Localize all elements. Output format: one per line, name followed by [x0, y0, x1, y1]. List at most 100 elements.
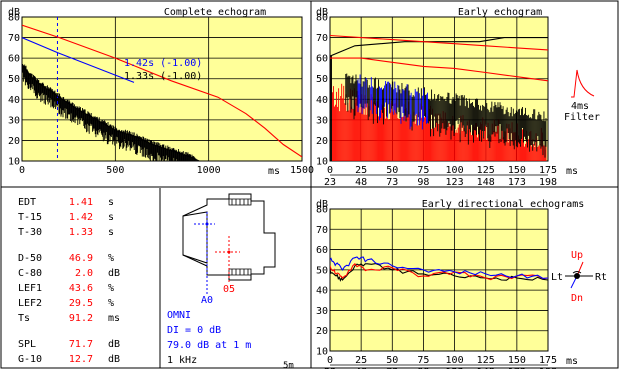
directional-plot-area: [329, 208, 549, 352]
complete-y-axis-label: dB: [8, 7, 20, 18]
early-directional-echograms-chart: 8070605040302010023254850737598100123125…: [316, 199, 584, 373]
complete-x-tick-label: 1500: [290, 165, 314, 176]
early-y-tick-label: 80: [316, 13, 328, 24]
directional-y-tick-label: 50: [316, 265, 328, 276]
early-x-tick-label-secondary: 173: [508, 177, 526, 188]
early-x-tick-label-secondary: 123: [446, 177, 464, 188]
early-series-black-line: [330, 37, 548, 57]
parameter-value: 91.2: [69, 313, 93, 324]
directional-x-tick-label: 100: [446, 355, 464, 366]
early-x-tick-label: 100: [446, 165, 464, 176]
parameter-value: 1.41: [69, 197, 93, 208]
early-x-axis-label: ms: [566, 166, 578, 177]
directional-y-tick-label: 70: [316, 225, 328, 236]
direction-center-icon: [574, 273, 580, 279]
frequency-band-label: 1 kHz: [167, 355, 197, 366]
directional-x-tick-label: 0: [327, 355, 333, 366]
early-y-tick-label: 30: [316, 115, 328, 126]
early-x-tick-label: 25: [355, 165, 367, 176]
complete-y-tick-label: 60: [8, 54, 20, 65]
parameter-row: D-50 46.9%: [18, 253, 114, 264]
complete-series-red-line: [22, 24, 302, 158]
early-y-tick-label: 40: [316, 95, 328, 106]
parameter-name: EDT: [18, 197, 36, 208]
parameter-name: SPL: [18, 339, 36, 350]
early-echogram-chart: 8070605040302010023254850737598100123125…: [316, 7, 578, 188]
parameter-unit: %: [108, 253, 114, 264]
direction-down-label: Dn: [571, 293, 583, 304]
early-y-tick-label: 70: [316, 33, 328, 44]
early-x-tick-label-secondary: 98: [417, 177, 429, 188]
parameter-row: LEF2 29.5%: [18, 298, 114, 309]
complete-chart-title: Complete echogram: [164, 7, 266, 18]
parameter-name: D-50: [18, 253, 42, 264]
source-marker-icon[interactable]: [205, 222, 209, 226]
early-y-tick-label: 10: [316, 157, 328, 168]
early-x-tick-label-secondary: 148: [477, 177, 495, 188]
directional-x-tick-label: 150: [508, 355, 526, 366]
parameter-unit: dB: [108, 339, 120, 350]
complete-echogram-chart: 80 70 60 50 40 30 20 100 500 1000 1500 dB ms Complete…: [8, 7, 314, 177]
early-x-tick-label-secondary: 48: [355, 177, 367, 188]
directional-y-tick-label: 40: [316, 286, 328, 297]
directional-x-tick-label: 25: [355, 355, 367, 366]
parameter-name: T-30: [18, 227, 42, 238]
parameter-name: T-15: [18, 212, 42, 223]
parameter-value: 12.7: [69, 354, 93, 365]
directional-x-tick-label: 75: [417, 355, 429, 366]
directional-x-axis-label: ms: [566, 356, 578, 367]
filter-indicator: 4ms Filter: [564, 69, 600, 123]
hall-outline-icon: [182, 193, 276, 281]
complete-y-tick-label: 80: [8, 13, 20, 24]
complete-x-tick-label: 1000: [197, 165, 221, 176]
parameter-row: T-15 1.42 s: [18, 212, 114, 223]
complete-plot-traces: [22, 17, 302, 161]
directional-series-blue-line: [330, 256, 548, 279]
directional-y-tick-label: 80: [316, 205, 328, 216]
directional-series-black-line: [330, 263, 548, 282]
early-plot-traces: [330, 34, 548, 161]
source-level-label: 79.0 dB at 1 m: [167, 340, 251, 351]
early-series-red-line: [330, 57, 548, 82]
early-x-tick-label: 150: [508, 165, 526, 176]
directional-y-tick-label: 30: [316, 306, 328, 317]
parameter-name: LEF2: [18, 298, 42, 309]
complete-series-black-line: [22, 63, 200, 161]
parameter-unit: dB: [108, 354, 120, 365]
parameter-row: SPL 71.7 dB: [18, 339, 120, 350]
parameter-unit: dB: [108, 268, 120, 279]
directivity-index-label: DI = 0 dB: [167, 325, 221, 336]
parameter-value: 1.33: [69, 227, 93, 238]
receiver-marker-icon[interactable]: [227, 250, 231, 254]
early-x-tick-label-secondary: 198: [539, 177, 557, 188]
early-x-tick-label: 125: [477, 165, 495, 176]
directional-plot-traces: [330, 256, 548, 282]
directivity-label: OMNI: [167, 310, 191, 321]
early-chart-title: Early echogram: [458, 7, 542, 18]
complete-y-tick-label: 70: [8, 33, 20, 44]
complete-x-tick-label: 500: [106, 165, 124, 176]
parameter-unit: s: [108, 197, 114, 208]
source-label: A0: [201, 295, 213, 306]
parameter-row: EDT 1.41 s: [18, 197, 114, 208]
directional-x-tick-label: 175: [539, 355, 557, 366]
complete-plot-area: [21, 16, 303, 162]
balcony-bottom-icon: [228, 268, 252, 276]
complete-y-tick-label: 10: [8, 157, 20, 168]
early-y-axis-label: dB: [316, 7, 328, 18]
directional-series-red-line: [330, 262, 548, 281]
parameter-unit: %: [108, 283, 114, 294]
parameter-value: 43.6: [69, 283, 93, 294]
directional-x-tick-label: 50: [386, 355, 398, 366]
directional-x-tick-label: 125: [477, 355, 495, 366]
direction-right-label: Rt: [595, 272, 607, 283]
parameter-row: Ts 91.2 ms: [18, 313, 120, 324]
direction-indicator: Up Dn Lt Rt: [551, 250, 607, 304]
complete-y-tick-label: 40: [8, 95, 20, 106]
parameter-name: C-80: [18, 268, 42, 279]
complete-annotation-t30: 1.33s (-1.00): [124, 71, 202, 82]
parameter-row: LEF1 43.6%: [18, 283, 114, 294]
early-y-tick-label: 50: [316, 74, 328, 85]
